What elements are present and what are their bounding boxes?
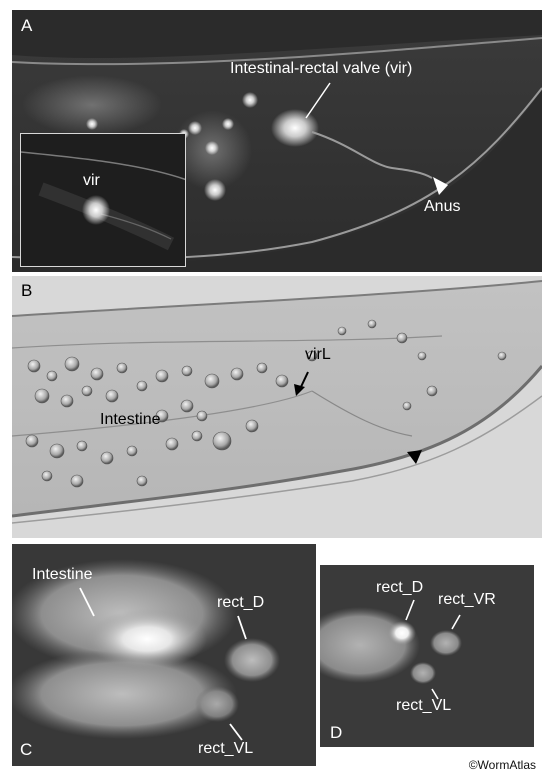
panel-d-letter: D	[330, 723, 343, 742]
panel-a-inset: vir	[20, 133, 186, 267]
intestine-label-b: Intestine	[100, 411, 161, 428]
anus-label: Anus	[424, 198, 461, 215]
inset-micrograph	[21, 134, 185, 266]
panel-b-micrograph	[12, 276, 542, 538]
panel-b-letter: B	[21, 281, 33, 300]
panel-d-micrograph	[320, 565, 534, 747]
panel-a: A Intestinal-rectal valve (vir) Anus vir	[12, 10, 542, 272]
intestine-label-c: Intestine	[32, 566, 93, 583]
rect-vl-label-c: rect_VL	[198, 740, 254, 757]
virl-label: virL	[305, 346, 331, 363]
panel-c-micrograph	[12, 544, 316, 766]
rect-vr-label-d: rect_VR	[438, 591, 496, 608]
credit-label: ©WormAtlas	[468, 758, 536, 772]
rect-vl-label-d: rect_VL	[396, 697, 452, 714]
panel-c-letter: C	[20, 740, 33, 759]
vir-label: Intestinal-rectal valve (vir)	[230, 60, 413, 77]
panel-a-letter: A	[21, 16, 33, 35]
rect-d-label-d: rect_D	[376, 579, 424, 596]
panel-d: D rect_D rect_VR rect_VL	[320, 565, 534, 747]
panel-c: C Intestine rect_D rect_VL	[12, 544, 316, 766]
panel-b: B virL Intestine	[12, 276, 542, 538]
rect-d-label-c: rect_D	[217, 594, 265, 611]
inset-vir-label: vir	[83, 172, 100, 189]
